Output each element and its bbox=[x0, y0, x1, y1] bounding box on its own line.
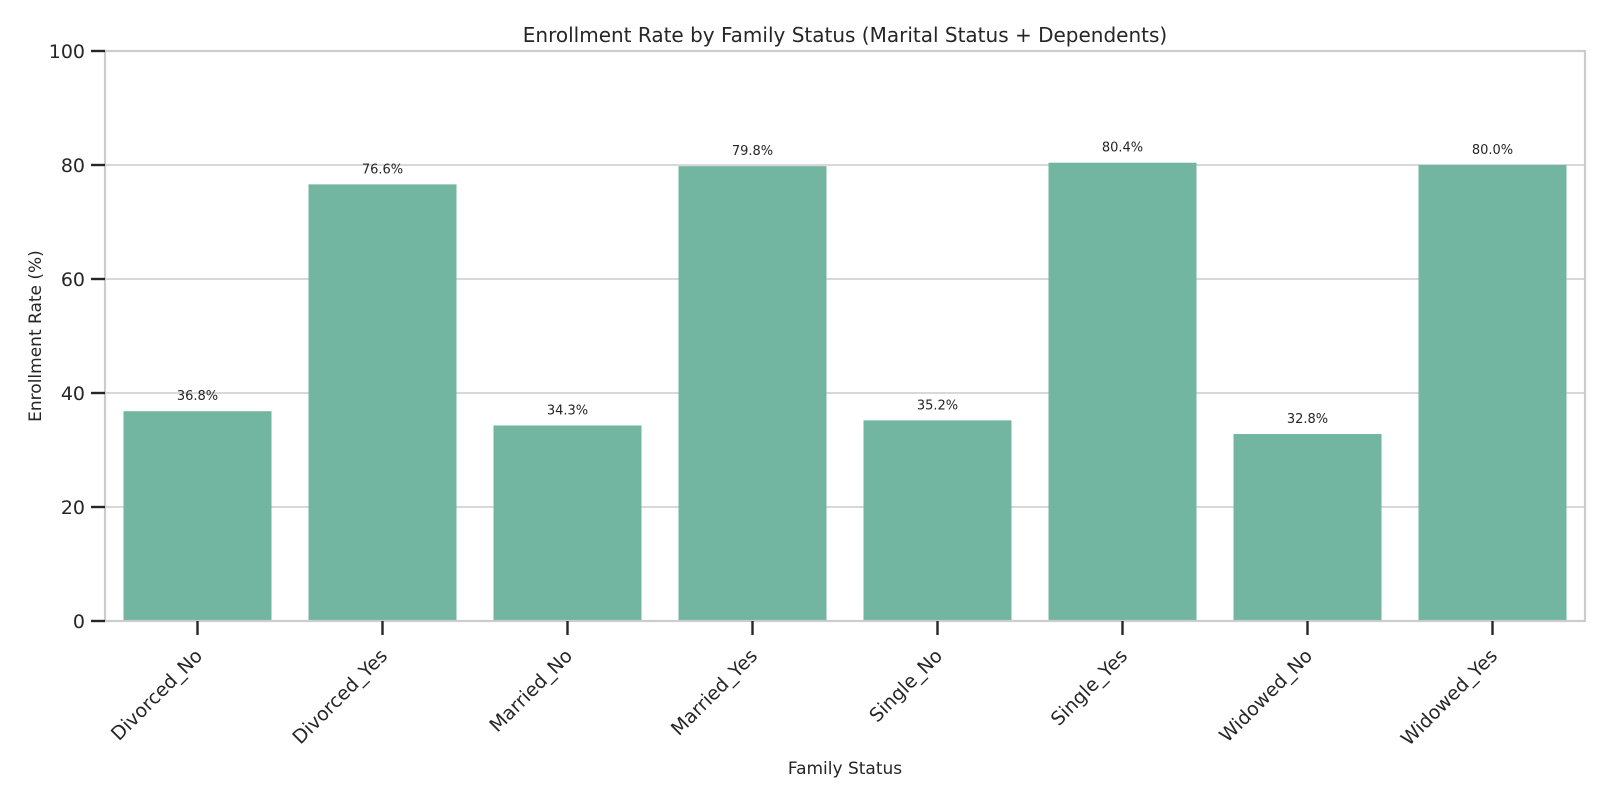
y-tick-label-5: 100 bbox=[49, 41, 85, 63]
x-tick-label-Widowed_No: Widowed_No bbox=[1215, 645, 1317, 747]
x-tick-label-Divorced_Yes: Divorced_Yes bbox=[288, 645, 392, 749]
bar-layer bbox=[123, 162, 1567, 621]
data-label-Single_No: 35.2% bbox=[917, 398, 958, 413]
data-label-Married_Yes: 79.8% bbox=[732, 144, 773, 159]
data-label-Widowed_Yes: 80.0% bbox=[1472, 143, 1513, 158]
y-axis: 0 20 40 60 80 100 bbox=[49, 41, 105, 633]
bar-Married_Yes bbox=[678, 166, 827, 621]
y-tick-label-3: 60 bbox=[61, 269, 85, 291]
x-tick-label-Single_Yes: Single_Yes bbox=[1047, 645, 1132, 730]
y-tick-label-1: 20 bbox=[61, 497, 85, 519]
y-tick-label-2: 40 bbox=[61, 383, 85, 405]
data-label-layer: 36.8% 76.6% 34.3% 79.8% 35.2% 80.4% 32.8% 80.0% bbox=[177, 141, 1513, 427]
plot-frame bbox=[103, 49, 1587, 623]
bar-Single_No bbox=[863, 420, 1012, 621]
data-label-Divorced_No: 36.8% bbox=[177, 389, 218, 404]
y-tick-label-4: 80 bbox=[61, 155, 85, 177]
bar-Widowed_No bbox=[1233, 434, 1382, 621]
data-label-Divorced_Yes: 76.6% bbox=[362, 162, 403, 177]
y-axis-label: Enrollment Rate (%) bbox=[26, 250, 46, 422]
x-tick-label-Divorced_No: Divorced_No bbox=[107, 645, 207, 745]
x-tick-label-Widowed_Yes: Widowed_Yes bbox=[1397, 645, 1502, 750]
bar-Married_No bbox=[493, 425, 642, 621]
y-tick-label-0: 0 bbox=[73, 611, 85, 633]
x-tick-label-Married_No: Married_No bbox=[485, 645, 577, 737]
bar-Widowed_Yes bbox=[1418, 165, 1567, 621]
chart-title: Enrollment Rate by Family Status (Marita… bbox=[523, 23, 1167, 47]
bar-Divorced_Yes bbox=[308, 184, 457, 621]
data-label-Single_Yes: 80.4% bbox=[1102, 141, 1143, 156]
x-tick-label-Single_No: Single_No bbox=[865, 645, 947, 727]
data-label-Widowed_No: 32.8% bbox=[1287, 412, 1328, 427]
x-axis: Divorced_No Divorced_Yes Married_No Married… bbox=[107, 621, 1502, 750]
bar-Single_Yes bbox=[1048, 162, 1197, 621]
x-tick-label-Married_Yes: Married_Yes bbox=[667, 645, 762, 740]
bar-Divorced_No bbox=[123, 411, 272, 621]
x-axis-label: Family Status bbox=[788, 759, 902, 779]
data-label-Married_No: 34.3% bbox=[547, 403, 588, 418]
